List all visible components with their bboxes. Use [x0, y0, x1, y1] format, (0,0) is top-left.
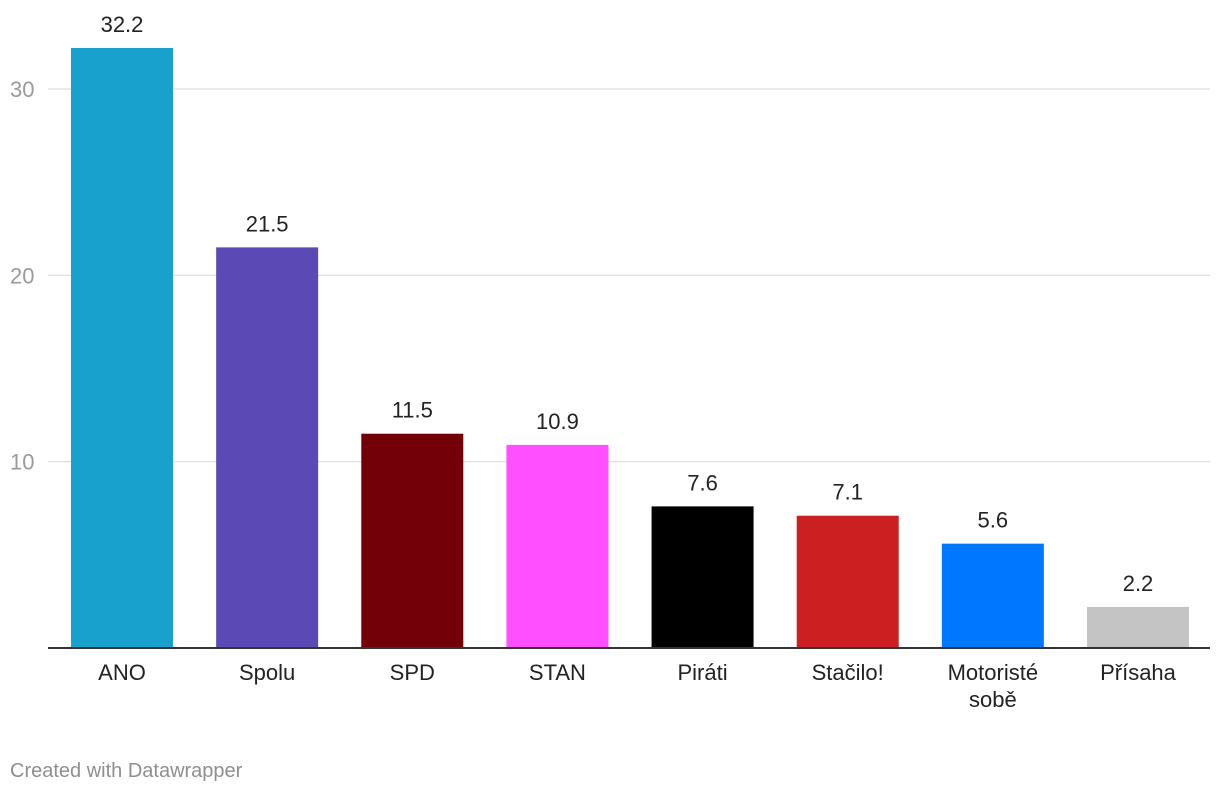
category-label: SPD: [390, 660, 435, 685]
value-label: 21.5: [246, 211, 289, 236]
bar-p-saha: [1087, 607, 1189, 648]
value-label: 2.2: [1123, 571, 1154, 596]
labels: 10 20 30 32.2 ANO 21.5 Spolu 11.5 SPD 10.9 STAN 7.6…: [10, 12, 1177, 712]
bar-motorist-sob-: [941, 543, 1044, 648]
category-label: Přísaha: [1100, 660, 1177, 685]
bar-chart: 10 20 30 32.2 ANO 21.5 Spolu 11.5 SPD 10.9 STAN 7.6…: [10, 12, 1210, 712]
value-label: 5.6: [978, 508, 1009, 533]
category-label: sobě: [969, 687, 1017, 712]
value-label: 10.9: [536, 409, 579, 434]
value-label: 7.6: [687, 470, 718, 495]
bar-pir-ti: [651, 506, 754, 648]
value-label: 7.1: [832, 480, 863, 505]
category-label: Stačilo!: [812, 660, 884, 685]
bar-stan: [506, 444, 609, 648]
value-label: 32.2: [101, 12, 144, 37]
category-label: Motoristé: [948, 660, 1038, 685]
y-tick-label: 10: [10, 450, 34, 475]
y-tick-label: 30: [10, 77, 34, 102]
category-label: Spolu: [239, 660, 295, 685]
category-label: STAN: [529, 660, 586, 685]
category-label: ANO: [98, 660, 146, 685]
footer-credit: Created with Datawrapper: [10, 760, 243, 782]
bar-ano: [71, 48, 173, 648]
bar-sta-ilo-: [796, 515, 899, 648]
bars: [71, 48, 1189, 648]
category-label: Piráti: [678, 660, 728, 685]
bar-spolu: [216, 247, 319, 648]
y-tick-label: 20: [10, 263, 34, 288]
value-label: 11.5: [392, 398, 433, 423]
bar-spd: [361, 433, 464, 648]
